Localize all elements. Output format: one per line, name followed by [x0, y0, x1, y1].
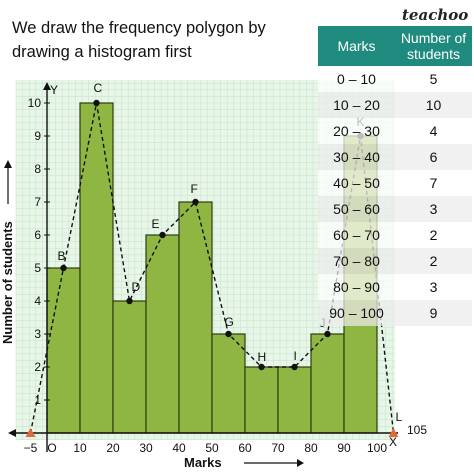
table-cell-students: 7	[395, 170, 472, 196]
x-tick-label: O	[47, 441, 56, 455]
x-tick-label: 40	[172, 441, 186, 455]
brand-logo: teachoo	[402, 6, 469, 24]
polygon-point	[93, 99, 100, 107]
x-axis-title: Marks	[184, 455, 222, 470]
polygon-point	[159, 231, 166, 239]
histogram-bar	[79, 102, 114, 434]
x-tick-label: 10	[73, 441, 87, 455]
y-tick-label: 3	[34, 327, 41, 341]
x-tick-label: 90	[337, 441, 351, 455]
x-tick-label: 80	[304, 441, 318, 455]
table-cell-marks: 20 – 30	[318, 118, 395, 144]
y-title-arrowhead	[4, 160, 12, 168]
histogram-bar	[277, 366, 312, 434]
table-row: 70 – 80 2	[318, 248, 472, 274]
table-cell-marks: 30 – 40	[318, 144, 395, 170]
table-cell-marks: 50 – 60	[318, 196, 395, 222]
table-cell-marks: 10 – 20	[318, 92, 395, 118]
x-tick-label: 100	[367, 441, 387, 455]
y-tick-label: 10	[28, 96, 42, 110]
table-row: 60 – 70 2	[318, 222, 472, 248]
histogram-bar	[46, 267, 81, 434]
x-tick-label: 50	[205, 441, 219, 455]
x-axis-letter: X	[389, 435, 397, 449]
polygon-point	[291, 363, 298, 371]
y-tick-label: 2	[34, 360, 41, 374]
histogram-bar	[178, 201, 213, 434]
table-cell-marks: 80 – 90	[318, 274, 395, 300]
table-cell-students: 6	[395, 144, 472, 170]
table-cell-marks: 70 – 80	[318, 248, 395, 274]
polygon-point	[126, 297, 133, 305]
frequency-table: Marks Number of students 0 – 10 5 10 – 20 1…	[318, 26, 472, 326]
y-axis-title: Number of students	[0, 221, 15, 344]
table-cell-students: 9	[395, 300, 472, 326]
x-tick-label: −5	[24, 441, 38, 455]
point-label-l: L	[396, 410, 403, 424]
table-row: 0 – 10 5	[318, 66, 472, 92]
histogram-bar	[112, 300, 147, 434]
table-row: 40 – 50 7	[318, 170, 472, 196]
table-cell-students: 5	[395, 66, 472, 92]
polygon-point	[324, 330, 331, 338]
caption: We draw the frequency polygon by drawing…	[12, 19, 266, 61]
table-cell-marks: 60 – 70	[318, 222, 395, 248]
table-cell-students: 4	[395, 118, 472, 144]
x-title-arrowhead	[297, 459, 304, 467]
table-cell-students: 10	[395, 92, 472, 118]
y-tick-label: 7	[34, 195, 41, 209]
polygon-point	[192, 198, 199, 206]
table-cell-students: 3	[395, 274, 472, 300]
x-tick-label: 20	[106, 441, 120, 455]
point-label-g: G	[225, 315, 234, 329]
table-cell-students: 2	[395, 248, 472, 274]
table-row: 30 – 40 6	[318, 144, 472, 170]
histogram-bar	[211, 333, 246, 434]
histogram-bar	[244, 366, 279, 434]
table-header-students: Number of students	[395, 26, 472, 66]
polygon-point	[60, 264, 67, 272]
x-axis-arrow-left	[8, 429, 16, 437]
point-label-b: B	[58, 249, 66, 263]
table-cell-students: 2	[395, 222, 472, 248]
y-axis-arrow-up	[43, 82, 51, 90]
y-tick-label: 4	[34, 294, 41, 308]
table-row: 20 – 30 4	[318, 118, 472, 144]
x-tick-label: 70	[271, 441, 285, 455]
histogram-bar	[145, 234, 180, 434]
polygon-endpoint-marker	[388, 428, 399, 437]
table-cell-marks: 40 – 50	[318, 170, 395, 196]
y-tick-label: 6	[34, 228, 41, 242]
point-label-f: F	[191, 182, 198, 196]
table-row: 80 – 90 3	[318, 274, 472, 300]
point-label-h: H	[258, 350, 267, 364]
y-tick-label: 8	[34, 162, 41, 176]
table-cell-marks: 0 – 10	[318, 66, 395, 92]
y-axis-letter: Y	[50, 83, 58, 97]
table-row: 10 – 20 10	[318, 92, 472, 118]
point-label-e: E	[152, 217, 160, 231]
polygon-point	[258, 363, 265, 371]
y-tick-label: 9	[34, 129, 41, 143]
table-cell-students: 3	[395, 196, 472, 222]
polygon-endpoint-marker	[25, 428, 36, 437]
table-cell-marks: 90 – 100	[318, 300, 395, 326]
x-tick-label: 30	[139, 441, 153, 455]
point-label-c: C	[94, 81, 103, 95]
table-header-marks: Marks	[318, 26, 395, 66]
point-label-i: I	[294, 349, 297, 363]
table-row: 90 – 100 9	[318, 300, 472, 326]
polygon-point	[225, 330, 232, 338]
annotation-105: 105	[407, 423, 427, 437]
point-label-d: D	[132, 280, 141, 294]
table-row: 50 – 60 3	[318, 196, 472, 222]
y-tick-label: 1	[34, 393, 41, 407]
x-tick-label: 60	[238, 441, 252, 455]
histogram-bar	[310, 333, 345, 434]
y-tick-label: 5	[34, 261, 41, 275]
